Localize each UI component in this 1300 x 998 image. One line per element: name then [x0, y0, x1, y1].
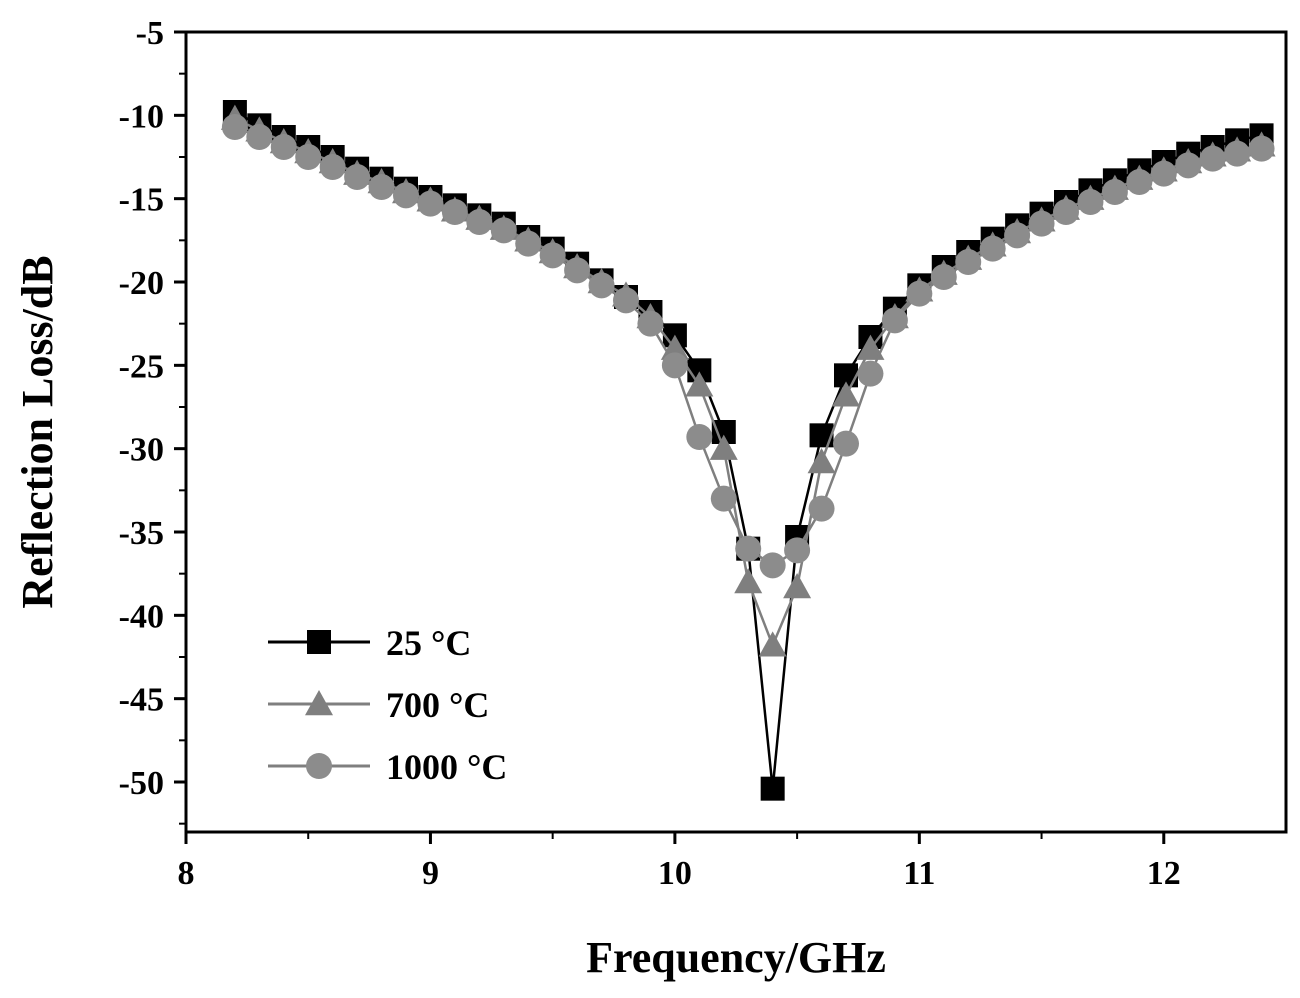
data-point — [588, 272, 615, 299]
data-point — [709, 434, 738, 460]
plot-marks — [220, 100, 1276, 801]
data-point — [344, 164, 371, 190]
data-point — [1004, 222, 1031, 249]
data-point — [1248, 135, 1275, 162]
data-point — [1028, 210, 1055, 237]
data-point — [368, 174, 395, 200]
y-tick-label: -25 — [119, 348, 164, 385]
data-point — [979, 235, 1006, 262]
x-tick-label: 8 — [178, 855, 195, 892]
data-point — [807, 448, 836, 474]
legend-label: 25 °C — [386, 623, 471, 663]
data-point — [930, 264, 957, 290]
y-tick-label: -20 — [119, 265, 164, 302]
data-point — [1101, 179, 1128, 205]
data-point — [758, 631, 787, 657]
data-point — [760, 776, 785, 801]
data-point — [685, 371, 714, 397]
data-point — [1199, 145, 1226, 172]
data-point — [661, 352, 688, 379]
x-tick-label: 10 — [658, 855, 692, 892]
data-point — [270, 134, 297, 160]
data-point — [1077, 189, 1104, 215]
data-point — [881, 307, 908, 334]
legend-label: 1000 °C — [386, 747, 507, 787]
x-tick-label: 11 — [903, 855, 935, 892]
data-point — [856, 334, 885, 360]
data-point — [906, 280, 933, 307]
data-point — [1126, 169, 1153, 195]
legend-marker — [305, 690, 333, 716]
data-point — [808, 495, 835, 522]
data-point — [1224, 140, 1251, 167]
y-tick-label: -10 — [119, 98, 164, 135]
data-point — [735, 535, 762, 562]
data-point — [246, 124, 273, 150]
axis-ticks: 8 9 10 11 12 -5 -10 -15 -20 -25 -30 -35 -40 -45 -50 — [119, 15, 1181, 892]
data-point — [441, 199, 468, 225]
data-point — [955, 249, 982, 275]
data-point — [295, 144, 322, 170]
y-tick-label: -35 — [119, 515, 164, 552]
legend-item: 1000 °C — [268, 747, 507, 787]
legend-item: 25 °C — [268, 623, 471, 663]
data-point — [759, 552, 786, 579]
y-tick-label: -40 — [119, 598, 164, 635]
data-point — [613, 287, 639, 314]
data-point — [466, 209, 493, 235]
data-point — [686, 424, 713, 450]
data-point — [637, 310, 664, 337]
data-point — [1053, 199, 1079, 225]
legend: 25 °C 700 °C 1000 °C — [268, 623, 507, 787]
plot-frame — [184, 30, 1288, 834]
data-point — [490, 217, 517, 244]
x-axis-title: Frequency/GHz — [586, 933, 886, 982]
data-point — [417, 190, 444, 217]
y-tick-label: -30 — [119, 432, 164, 469]
y-tick-label: -5 — [136, 15, 164, 52]
data-point — [1150, 160, 1177, 187]
data-point — [564, 257, 591, 284]
legend-item: 700 °C — [268, 685, 489, 725]
data-point — [809, 423, 834, 448]
x-tick-label: 9 — [422, 855, 439, 892]
data-point — [710, 485, 737, 512]
y-axis-title: Reflection Loss/dB — [13, 255, 62, 608]
series-2 — [221, 114, 1275, 579]
data-point — [393, 182, 419, 209]
y-tick-label: -15 — [119, 182, 164, 219]
data-point — [783, 573, 812, 599]
data-point — [1175, 152, 1202, 179]
legend-marker — [307, 630, 331, 654]
data-point — [832, 381, 860, 407]
y-tick-label: -50 — [119, 765, 164, 802]
data-point — [319, 154, 346, 180]
legend-marker — [306, 753, 332, 779]
data-point — [857, 360, 884, 387]
data-point — [784, 537, 811, 564]
series-0 — [222, 100, 1274, 801]
legend-label: 700 °C — [386, 685, 489, 725]
data-point — [515, 230, 542, 257]
y-tick-label: -45 — [119, 682, 164, 719]
data-point — [539, 242, 566, 269]
data-point — [833, 430, 859, 457]
data-point — [734, 568, 763, 594]
x-tick-label: 12 — [1147, 855, 1181, 892]
data-point — [221, 114, 248, 140]
